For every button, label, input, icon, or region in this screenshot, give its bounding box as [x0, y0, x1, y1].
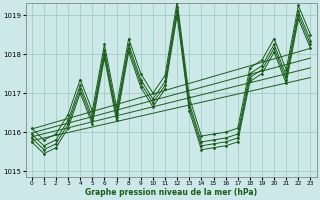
X-axis label: Graphe pression niveau de la mer (hPa): Graphe pression niveau de la mer (hPa)	[85, 188, 257, 197]
